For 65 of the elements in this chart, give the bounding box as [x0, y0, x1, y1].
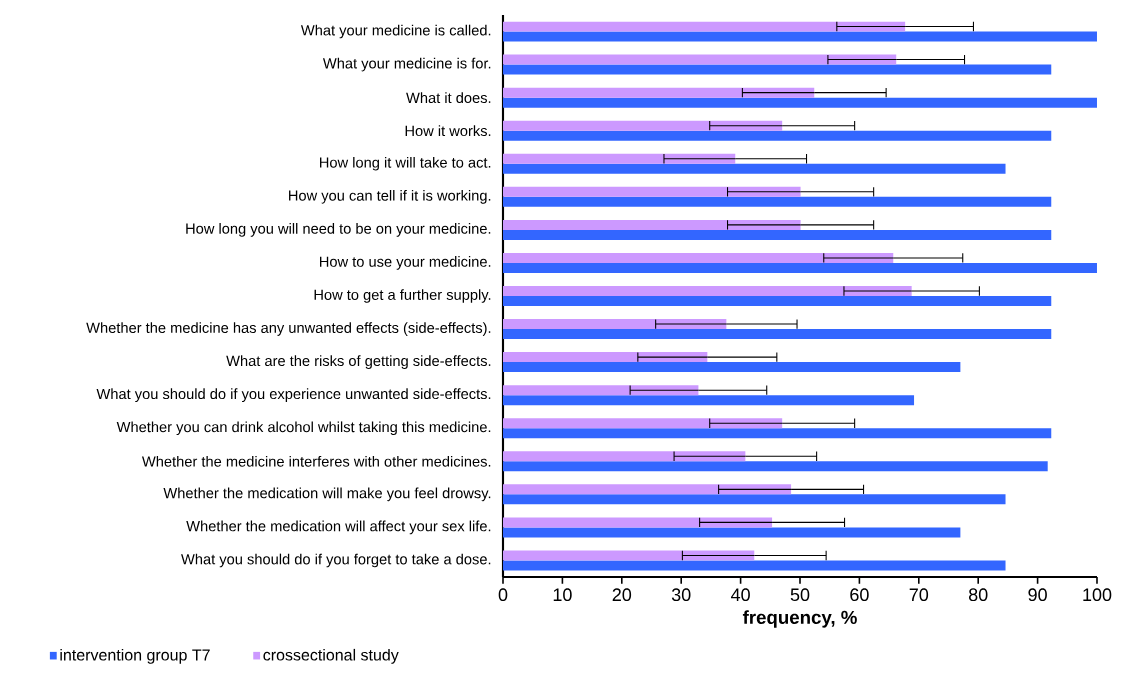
bar [503, 319, 727, 330]
bar [503, 418, 783, 429]
bar [503, 87, 815, 98]
bar [503, 130, 1052, 141]
bar [503, 186, 801, 197]
y-tick-label: How to get a further supply. [314, 289, 491, 303]
bar [503, 461, 1048, 472]
x-tick-label: 10 [553, 588, 572, 602]
bar [503, 560, 1006, 571]
y-tick-label: Whether the medication will make you feel drowsy. [163, 487, 491, 502]
bar [503, 484, 792, 495]
bar [503, 31, 1097, 42]
bar [503, 385, 699, 396]
y-tick-label: How you can tell if it is working. [289, 189, 491, 204]
bar [503, 352, 708, 363]
x-tick-label: 60 [850, 588, 869, 602]
bar [503, 196, 1052, 207]
x-tick-label: 100 [1083, 588, 1112, 602]
bar [503, 550, 755, 561]
x-tick-label: 20 [612, 588, 632, 602]
bar [503, 229, 1052, 240]
bar [503, 362, 961, 373]
bar [503, 286, 912, 296]
bar [503, 163, 1006, 174]
bar [503, 428, 1052, 439]
x-tick-label: 40 [731, 588, 750, 602]
bar [503, 527, 961, 538]
bar [503, 517, 773, 528]
y-tick-label: What it does. [406, 92, 491, 104]
bar [503, 252, 894, 263]
bar [503, 153, 736, 164]
y-tick-label: How to use your medicine. [320, 256, 491, 270]
y-tick-label: What your medicine is called. [300, 24, 491, 39]
x-tick-label: 80 [968, 588, 988, 602]
bar [503, 494, 1006, 505]
bar [503, 54, 897, 65]
x-tick-label: 0 [498, 588, 508, 602]
bar [503, 395, 915, 406]
bar [503, 64, 1052, 75]
legend-label: crossectional study [263, 648, 399, 664]
x-tick-label: 30 [671, 588, 691, 602]
bar [503, 97, 1097, 108]
y-tick-label: Whether you can drink alcohol whilst taking this medicine. [116, 421, 491, 436]
y-tick-label: How long it will take to act. [320, 156, 491, 171]
bar [503, 262, 1097, 273]
bar [503, 21, 906, 32]
y-tick-label: What your medicine is for. [322, 57, 491, 72]
x-tick-label: 70 [909, 588, 929, 602]
bar [503, 120, 783, 131]
y-tick-label: How it works. [405, 125, 491, 137]
y-tick-label: Whether the medication will affect your sex life. [186, 520, 491, 535]
y-tick-label: How long you will need to be on your medicine. [186, 223, 491, 237]
legend-label: intervention group T7 [60, 648, 210, 664]
y-tick-label: What are the risks of getting side-effects. [226, 355, 491, 369]
y-tick-label: What you should do if you forget to take a dose. [181, 553, 491, 568]
y-tick-label: Whether the medicine has any unwanted effects (side-effects). [86, 322, 491, 336]
y-tick-label: What you should do if you experience unwanted side-effects. [96, 388, 491, 402]
bar [503, 219, 801, 230]
y-tick-label: Whether the medicine interferes with other medicines. [141, 455, 491, 467]
bar [503, 451, 746, 462]
x-tick-label: 90 [1028, 588, 1047, 602]
x-axis-title: frequency, % [742, 610, 857, 628]
x-tick-label: 50 [790, 588, 810, 602]
bar [503, 296, 1052, 306]
bar [503, 329, 1052, 340]
